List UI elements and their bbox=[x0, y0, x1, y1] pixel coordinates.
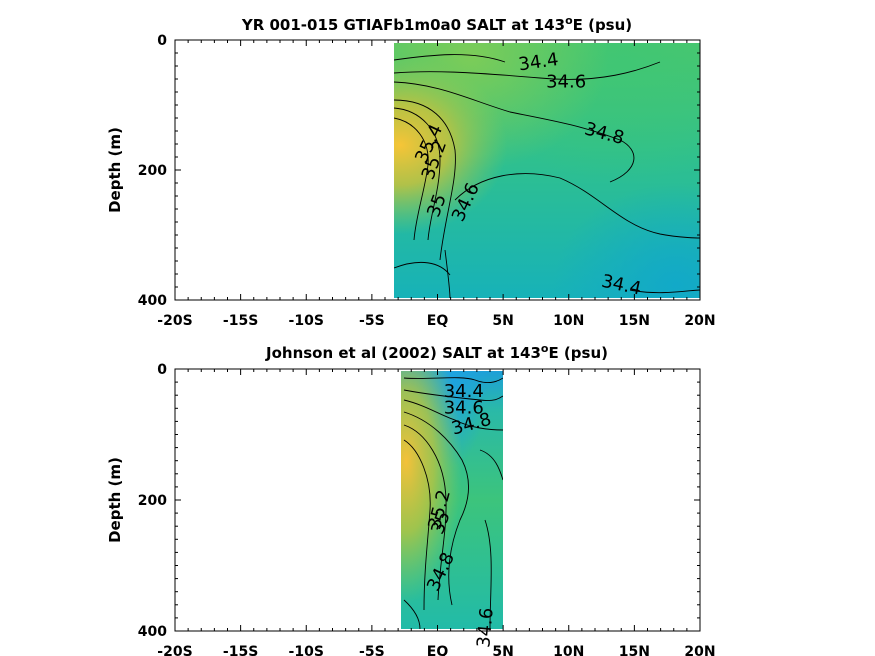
salinity-field-observed bbox=[401, 371, 503, 629]
x-tick-label: -20S bbox=[157, 644, 192, 656]
x-tick-label: 10N bbox=[553, 644, 584, 656]
x-tick-label: -10S bbox=[289, 313, 324, 329]
y-tick-label: 200 bbox=[138, 493, 167, 509]
x-tick-label: EQ bbox=[427, 644, 449, 656]
x-axis-tick-labels: -20S -15S -10S -5S EQ 5N 10N 15N 20N bbox=[157, 313, 715, 329]
axis-ticks bbox=[174, 368, 701, 632]
bottom-panel: -20S -15S -10S -5S EQ 5N 10N 15N 20N 0 200 400 34.… bbox=[106, 342, 716, 656]
x-tick-label: EQ bbox=[427, 313, 449, 329]
x-tick-label: -15S bbox=[223, 313, 258, 329]
contour-label: 34.6 bbox=[546, 71, 586, 92]
contour-label: 34.4 bbox=[444, 381, 484, 402]
contour-label: 34.6 bbox=[444, 397, 484, 418]
top-panel: -20S -15S -10S -5S EQ 5N 10N 15N 20N 0 200 400 34.… bbox=[106, 14, 716, 329]
x-tick-label: 15N bbox=[619, 644, 650, 656]
y-tick-label: 400 bbox=[138, 293, 167, 309]
x-tick-label: 20N bbox=[684, 313, 715, 329]
y-axis-label: Depth (m) bbox=[106, 457, 124, 543]
y-axis-tick-labels: 0 200 400 bbox=[138, 33, 167, 309]
x-tick-label: -15S bbox=[223, 644, 258, 656]
x-tick-label: -20S bbox=[157, 313, 192, 329]
axis-ticks bbox=[174, 39, 701, 301]
contour-lines-observed bbox=[403, 377, 503, 629]
x-tick-label: 5N bbox=[492, 644, 513, 656]
x-tick-label: 5N bbox=[492, 313, 513, 329]
x-tick-label: 20N bbox=[684, 644, 715, 656]
salinity-field-model bbox=[394, 43, 700, 298]
y-axis-label: Depth (m) bbox=[106, 127, 124, 213]
x-tick-label: 10N bbox=[553, 313, 584, 329]
y-tick-label: 0 bbox=[157, 33, 167, 49]
y-tick-label: 0 bbox=[157, 362, 167, 378]
x-tick-label: -5S bbox=[359, 313, 385, 329]
contour-lines-model bbox=[394, 54, 700, 298]
x-axis-tick-labels: -20S -15S -10S -5S EQ 5N 10N 15N 20N bbox=[157, 644, 715, 656]
contour-label: 34.6 bbox=[473, 607, 497, 649]
x-tick-label: -5S bbox=[359, 644, 385, 656]
y-axis-tick-labels: 0 200 400 bbox=[138, 362, 167, 640]
y-tick-label: 400 bbox=[138, 624, 167, 640]
y-tick-label: 200 bbox=[138, 163, 167, 179]
x-tick-label: 15N bbox=[619, 313, 650, 329]
chart-title: Johnson et al (2002) SALT at 143oE (psu) bbox=[265, 342, 608, 362]
chart-title: YR 001-015 GTIAFb1m0a0 SALT at 143oE (ps… bbox=[241, 14, 632, 34]
x-tick-label: -10S bbox=[289, 644, 324, 656]
